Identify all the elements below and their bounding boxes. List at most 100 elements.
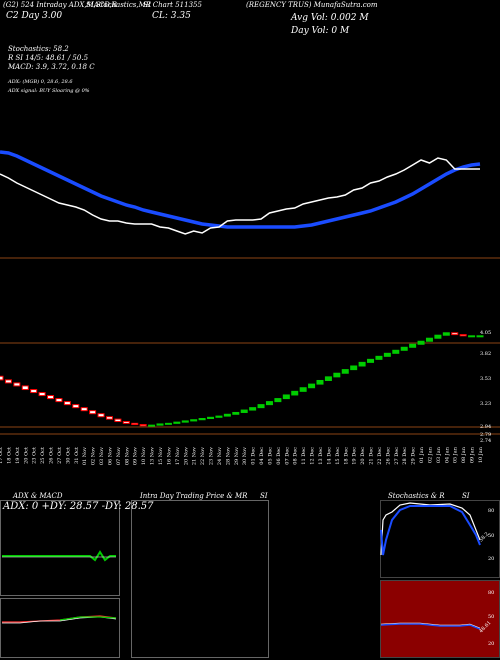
candle-9: [72, 404, 80, 409]
x-tick-label: 11 Dec: [301, 447, 307, 465]
y-tick-label: 2.94: [480, 424, 491, 430]
candle-24: [198, 418, 206, 421]
candle-57: [476, 335, 484, 338]
x-tick-label: 05 Dec: [267, 447, 273, 465]
candle-50: [417, 340, 425, 345]
candle-40: [333, 372, 341, 378]
x-tick-label: 14 Dec: [326, 447, 332, 465]
x-tick-label: 04 Dec: [259, 447, 265, 465]
candle-45: [375, 355, 383, 360]
candle-39: [324, 376, 332, 381]
candle-35: [291, 390, 299, 396]
x-tick-label: 01 Jan: [419, 446, 425, 463]
x-tick-label: 08 Nov: [124, 447, 130, 465]
candle-56: [468, 335, 476, 338]
ma-white-line: [0, 157, 480, 235]
x-tick-label: 10 Nov: [141, 447, 147, 465]
candle-49: [409, 343, 417, 348]
x-tick-label: 12 Dec: [310, 447, 316, 465]
candle-3: [21, 385, 29, 391]
candle-12: [97, 413, 105, 418]
ma-blue-line: [0, 150, 481, 229]
day-label: C2 Day 3.00: [6, 11, 63, 21]
x-tick-label: 10 Jan: [478, 446, 484, 463]
x-tick-label: 07 Nov: [116, 447, 122, 465]
candle-2: [13, 382, 21, 387]
y-tick-label: 2.79: [480, 432, 491, 438]
x-tick-label: 06 Nov: [107, 447, 113, 465]
adx-panel: [0, 500, 120, 596]
mr-title: Intra Day Trading Price & MR: [140, 492, 248, 500]
x-tick-label: 08 Dec: [293, 447, 299, 465]
x-tick-label: 09 Nov: [133, 447, 139, 465]
header-line1: (G2) 524 Intraday ADX,MACD,R: [3, 1, 118, 9]
x-tick-label: 29 Dec: [411, 447, 417, 465]
candle-37: [308, 383, 316, 389]
candle-4: [30, 389, 38, 394]
header-line1b: SI,Stochastics,MR: [86, 1, 152, 9]
candle-23: [190, 419, 198, 422]
x-tick-label: 06 Dec: [276, 447, 282, 465]
x-tick-label: 30 Oct: [65, 447, 71, 464]
candle-11: [89, 410, 97, 415]
stochastics-stat: Stochastics: 58.2: [8, 45, 69, 53]
x-tick-label: 28 Nov: [225, 447, 231, 465]
x-tick-label: 30 Nov: [242, 447, 248, 465]
adx-stat: ADX: (MGB) 0, 28.6, 28.6: [8, 79, 73, 85]
x-tick-label: 22 Dec: [377, 447, 383, 465]
candle-5: [38, 392, 46, 397]
x-tick-label: 05 Jan: [453, 446, 459, 463]
y-tick-label: 4.05: [480, 330, 491, 336]
rsi-stat: R SI 14/5: 48.61 / 50.5: [8, 54, 89, 62]
y-tick-label: 3.53: [480, 376, 491, 382]
x-tick-label: 19 Dec: [352, 447, 358, 465]
stoch-panel: [380, 500, 500, 578]
x-tick-label: 24 Nov: [217, 447, 223, 465]
x-tick-label: 13 Nov: [150, 447, 156, 465]
mr-title-2: SI: [260, 492, 268, 500]
x-tick-label: 09 Jan: [470, 446, 476, 463]
x-tick-label: 03 Nov: [99, 447, 105, 465]
x-tick-label: 23 Oct: [32, 447, 38, 464]
main-chart: 4.05 3.82 3.53 3.23 2.94 2.792.74 17 Oct 18 Oct…: [0, 150, 500, 465]
x-tick-label: 21 Nov: [192, 447, 198, 465]
rsi-panel: [380, 580, 500, 658]
stoch-title: Stochastics & R: [388, 492, 445, 500]
x-tick-label: 20 Oct: [23, 447, 29, 464]
x-tick-label: 18 Oct: [6, 447, 12, 464]
candle-26: [215, 415, 223, 418]
candle-33: [274, 398, 282, 403]
avg-vol-label: Avg Vol: 0.002 M: [291, 13, 369, 23]
x-tick-label: 17 Nov: [175, 447, 181, 465]
candle-38: [316, 379, 324, 385]
candle-46: [383, 352, 391, 357]
x-tick-label: 29 Nov: [234, 447, 240, 465]
x-tick-label: 28 Dec: [402, 447, 408, 465]
candle-14: [114, 418, 122, 423]
x-tick-label: 27 Dec: [394, 447, 400, 465]
candle-1: [4, 379, 12, 384]
candle-10: [80, 407, 88, 412]
x-tick-label: 02 Nov: [91, 447, 97, 465]
adx-signal-stat: ADX signal: BUY Sloaring @ 0%: [8, 88, 90, 94]
x-tick-label: 07 Dec: [284, 447, 290, 465]
candle-36: [299, 387, 307, 392]
candle-41: [341, 369, 349, 374]
y-tick-label: 3.23: [480, 401, 491, 407]
candle-44: [367, 358, 375, 363]
x-tick-label: 01 Nov: [82, 447, 88, 465]
candle-51: [425, 337, 433, 342]
x-tick-label: 15 Dec: [335, 447, 341, 465]
x-tick-label: 19 Oct: [15, 447, 21, 464]
x-tick-label: 01 Dec: [251, 447, 257, 465]
candle-52: [434, 334, 442, 339]
macd-panel: [0, 598, 120, 658]
candle-21: [173, 421, 181, 424]
candle-48: [400, 346, 408, 351]
candle-8: [63, 401, 71, 406]
x-tick-label: 20 Dec: [360, 447, 366, 465]
candle-53: [442, 332, 450, 336]
x-tick-label: 02 Jan: [427, 446, 433, 463]
y-tick-label: 2.74: [480, 438, 491, 444]
x-tick-label: 17 Oct: [0, 447, 4, 464]
